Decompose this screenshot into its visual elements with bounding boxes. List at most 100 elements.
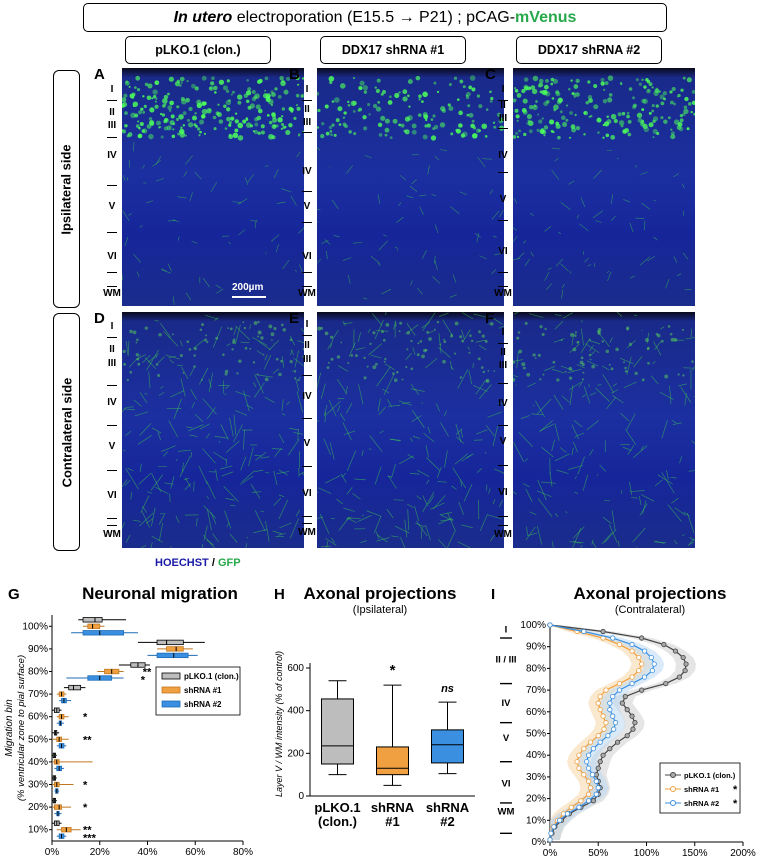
data-point [639,661,645,667]
series-line [549,624,643,840]
data-point [581,628,587,635]
layer-label: I [501,327,505,338]
data-point [576,804,582,810]
layer-divider [302,286,312,288]
layer-divider [498,425,508,427]
y-tick-label: 20% [526,794,546,805]
microscopy-panel-f [513,312,695,548]
error-band [550,625,665,840]
legend-label: pLKO.1 (clon.) [684,771,736,780]
legend: pLKO.1 (clon.) shRNA #1 shRNA #2 [155,666,241,716]
series-line [549,624,655,840]
data-point [624,707,630,713]
panel-letter-a: A [94,66,105,83]
data-point [597,739,603,745]
y-tick-label: 80% [526,663,546,674]
x-tick-label: 0% [45,847,60,858]
panel-background [122,68,304,306]
layer-divider [107,286,117,288]
legend-label: shRNA #1 [184,686,222,695]
data-point [641,674,648,680]
layer-divider [302,516,312,518]
data-point [576,752,582,758]
layer-label: II [109,107,115,118]
data-point [619,700,625,706]
column-label: DDX17 shRNA #2 [537,43,641,57]
data-point [548,830,554,836]
x-tick-label: 20% [90,847,110,858]
y-tick-label: 60% [526,707,546,718]
legend-label: pLKO.1 (clon.) [184,672,239,681]
layer-label: VI [502,778,511,789]
layer-divider [302,100,312,102]
layer-divider [107,425,117,427]
layer-label: VI [498,246,508,257]
panel-image [317,312,504,548]
category-label: pLKO.1 [314,800,360,815]
layer-label: V [303,201,311,212]
data-point [587,785,594,791]
data-point [597,707,603,713]
data-point [595,785,601,791]
chart-h-subtitle: (Ipsilateral) [352,604,408,616]
layer-divider [107,185,117,187]
stain-slash: / [208,557,218,569]
x-tick-label: 0% [543,848,558,859]
y-tick-label: 80% [28,667,48,678]
data-point [622,694,628,700]
layer-label: III [302,117,312,128]
box [166,646,184,652]
significance-mark: ** [83,825,92,837]
layer-divider [302,191,312,193]
layer-divider [107,525,117,527]
scale-bar [232,296,266,298]
legend-label: shRNA #2 [184,700,222,709]
data-point [587,739,594,745]
box [431,729,464,764]
data-point [651,661,657,667]
layer-label: VI [302,488,312,499]
significance-mark: * [141,675,146,687]
layer-label: WM [298,288,316,299]
panel-image [317,68,504,306]
data-point [629,713,635,719]
y-tick-label: 40% [28,757,48,768]
data-point [661,641,667,648]
data-point [680,654,686,661]
data-point [636,667,642,674]
data-point [610,635,616,641]
data-point [629,680,635,687]
panel-letter-h: H [274,586,285,603]
data-point [590,746,597,752]
column-header-shrna2: DDX17 shRNA #2 [516,36,662,64]
significance-mark: * [83,712,88,724]
microscopy-panel-a [122,68,304,306]
y-tick-label: 100% [22,621,48,632]
panel-letter-d: D [94,310,105,327]
data-point [683,661,689,667]
data-point [624,733,630,739]
y-tick-label: 90% [526,642,546,653]
category-label: #2 [440,814,454,829]
layer-divider [107,137,117,139]
column-label: DDX17 shRNA #1 [341,43,445,57]
box [68,684,82,691]
data-point [632,720,638,726]
layer-divider [302,132,312,134]
data-point [607,707,613,713]
y-tick-label: 40% [526,750,546,761]
layer-label: I [110,84,114,95]
layer-divider [107,518,117,520]
layer-label: VI [107,490,117,501]
legend-marker [670,772,676,778]
layer-label: WM [103,529,121,540]
data-point [586,765,592,771]
data-point [610,713,616,719]
legend-swatch [161,700,181,708]
data-point [614,739,621,745]
data-point [636,654,642,661]
data-point [547,622,553,628]
data-point [672,648,679,654]
layer-label: III [498,360,508,371]
data-point [590,798,597,804]
